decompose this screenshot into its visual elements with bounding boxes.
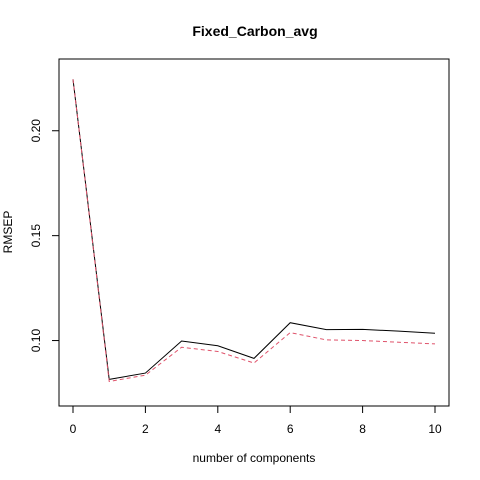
y-axis-label: RMSEP	[1, 211, 15, 254]
x-tick-label: 10	[428, 422, 442, 436]
y-tick-label: 0.15	[29, 224, 43, 248]
chart-title: Fixed_Carbon_avg	[192, 23, 317, 39]
x-tick-label: 0	[70, 422, 77, 436]
x-axis: 0 2 4 6 8 10	[70, 406, 442, 436]
y-axis: 0.10 0.15 0.20	[29, 119, 59, 352]
x-tick-label: 6	[287, 422, 294, 436]
series-layer	[72, 79, 436, 383]
x-tick-label: 4	[214, 422, 221, 436]
x-tick-label: 8	[359, 422, 366, 436]
y-tick-label: 0.10	[29, 329, 43, 353]
x-tick-label: 2	[142, 422, 149, 436]
series-line-1	[72, 79, 436, 380]
plot-frame	[58, 58, 450, 407]
y-tick-label: 0.20	[29, 119, 43, 143]
x-axis-label: number of components	[193, 451, 316, 465]
